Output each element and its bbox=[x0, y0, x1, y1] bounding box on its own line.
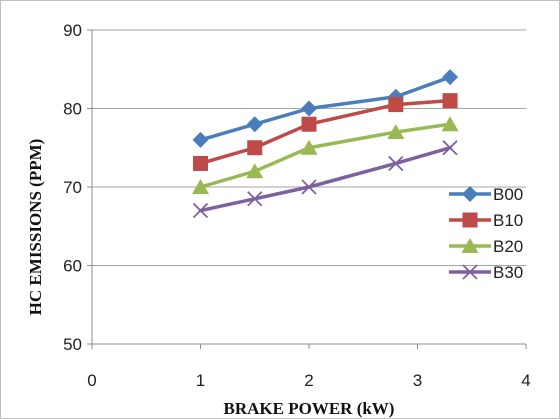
legend-label: B10 bbox=[493, 211, 523, 230]
y-tick-label: 80 bbox=[63, 100, 82, 119]
data-point-b00 bbox=[192, 131, 209, 148]
legend-marker bbox=[461, 238, 479, 253]
data-point-b20 bbox=[246, 163, 264, 179]
legend-item-b10: B10 bbox=[449, 211, 523, 230]
data-point-b30 bbox=[301, 179, 317, 195]
legend-marker bbox=[462, 264, 478, 280]
y-tick-label: 50 bbox=[63, 335, 82, 354]
x-axis-title: BRAKE POWER (kW) bbox=[224, 399, 395, 418]
data-point-b30 bbox=[442, 140, 458, 156]
legend-label: B00 bbox=[493, 185, 523, 204]
legend-item-b00: B00 bbox=[449, 185, 523, 204]
data-point-b10 bbox=[247, 140, 263, 156]
data-point-b30 bbox=[388, 155, 404, 172]
x-tick-label: 0 bbox=[87, 371, 96, 390]
y-axis-title: HC EMISSIONS (PPM) bbox=[26, 139, 45, 316]
legend-item-b30: B30 bbox=[449, 263, 523, 282]
legend-marker bbox=[462, 212, 478, 228]
legend-label: B20 bbox=[493, 237, 523, 256]
axes bbox=[87, 29, 527, 349]
data-point-b00 bbox=[442, 69, 459, 86]
data-point-b20 bbox=[300, 139, 318, 155]
legend-item-b20: B20 bbox=[449, 237, 523, 256]
data-point-b00 bbox=[246, 116, 263, 133]
data-point-b30 bbox=[192, 202, 209, 219]
data-point-b10 bbox=[301, 116, 317, 132]
data-point-b00 bbox=[301, 100, 317, 117]
data-point-b10 bbox=[442, 93, 458, 109]
data-point-b30 bbox=[247, 191, 263, 207]
legend-marker bbox=[462, 186, 478, 202]
data-point-b10 bbox=[388, 97, 404, 113]
x-tick-label: 3 bbox=[413, 371, 422, 390]
tick-labels: 50 60 70 80 90 0 1 2 3 4 bbox=[63, 21, 531, 390]
x-tick-label: 2 bbox=[304, 371, 313, 390]
data-point-b20 bbox=[192, 179, 209, 194]
y-tick-label: 70 bbox=[63, 178, 82, 197]
legend: B00 B10 B20 B30 bbox=[449, 185, 523, 282]
data-point-b10 bbox=[193, 155, 208, 171]
y-tick-label: 60 bbox=[63, 257, 82, 276]
series-group bbox=[192, 69, 459, 219]
data-point-b20 bbox=[441, 116, 459, 132]
x-tick-label: 1 bbox=[196, 371, 205, 390]
legend-label: B30 bbox=[493, 263, 523, 282]
y-tick-label: 90 bbox=[63, 21, 82, 40]
data-point-b20 bbox=[387, 124, 405, 140]
x-tick-label: 4 bbox=[521, 371, 530, 390]
